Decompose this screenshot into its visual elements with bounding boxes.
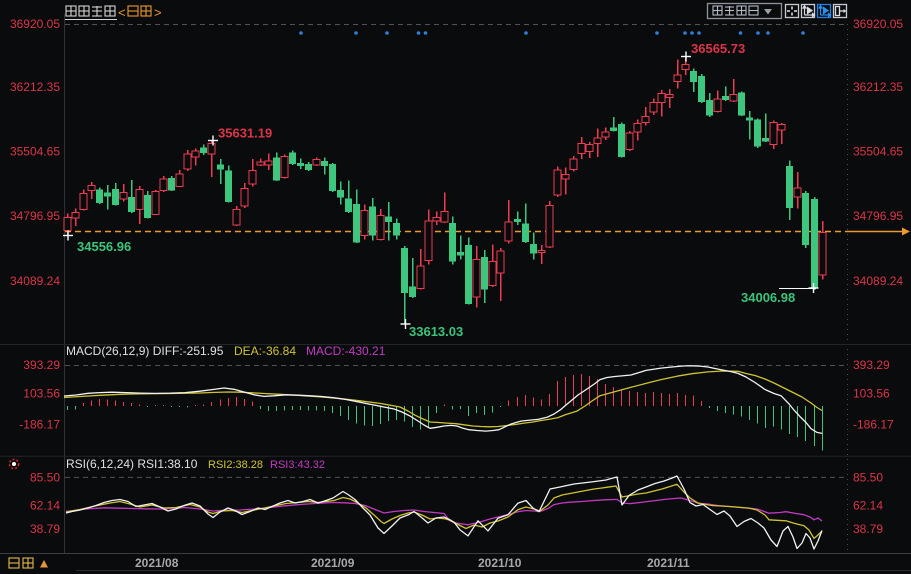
svg-text:34006.98: 34006.98 bbox=[741, 290, 795, 305]
svg-text:34796.95: 34796.95 bbox=[853, 209, 903, 223]
svg-text:2021/11: 2021/11 bbox=[647, 556, 690, 570]
svg-text:RSI(6,12,24) RSI1:38.10: RSI(6,12,24) RSI1:38.10 bbox=[66, 457, 198, 471]
svg-text:2021/10: 2021/10 bbox=[478, 556, 522, 570]
svg-text:393.29: 393.29 bbox=[23, 358, 60, 372]
svg-text:85.50: 85.50 bbox=[30, 471, 60, 485]
svg-text:RSI3:43.32: RSI3:43.32 bbox=[270, 459, 325, 471]
svg-text:35504.65: 35504.65 bbox=[853, 145, 903, 159]
svg-text:34089.24: 34089.24 bbox=[10, 274, 60, 288]
svg-text:36212.35: 36212.35 bbox=[853, 80, 903, 94]
svg-text:62.14: 62.14 bbox=[30, 499, 60, 513]
svg-text:34556.96: 34556.96 bbox=[77, 239, 131, 254]
svg-text:34796.95: 34796.95 bbox=[10, 209, 60, 223]
svg-text:103.56: 103.56 bbox=[853, 387, 890, 401]
svg-text:35631.19: 35631.19 bbox=[218, 126, 272, 141]
svg-text:36920.05: 36920.05 bbox=[10, 17, 60, 31]
svg-text:36920.05: 36920.05 bbox=[853, 17, 903, 31]
svg-text:DEA:-36.84: DEA:-36.84 bbox=[234, 344, 296, 358]
svg-text:-186.17: -186.17 bbox=[853, 417, 894, 431]
svg-text:85.50: 85.50 bbox=[853, 471, 883, 485]
svg-text:MACD:-430.21: MACD:-430.21 bbox=[306, 344, 386, 358]
svg-text:34089.24: 34089.24 bbox=[853, 274, 903, 288]
svg-text:393.29: 393.29 bbox=[853, 358, 890, 372]
svg-text:RSI2:38.28: RSI2:38.28 bbox=[208, 459, 263, 471]
svg-text:-186.17: -186.17 bbox=[19, 417, 60, 431]
svg-text:2021/09: 2021/09 bbox=[311, 556, 355, 570]
svg-text:2021/08: 2021/08 bbox=[135, 556, 179, 570]
svg-text:>: > bbox=[154, 5, 162, 20]
svg-text:36212.35: 36212.35 bbox=[10, 80, 60, 94]
svg-text:38.79: 38.79 bbox=[30, 522, 60, 536]
svg-text:<: < bbox=[118, 5, 126, 20]
svg-text:38.79: 38.79 bbox=[853, 522, 883, 536]
svg-text:36565.73: 36565.73 bbox=[691, 41, 745, 56]
svg-text:35504.65: 35504.65 bbox=[10, 145, 60, 159]
svg-text:33613.03: 33613.03 bbox=[409, 324, 463, 339]
svg-text:62.14: 62.14 bbox=[853, 499, 883, 513]
svg-text:MACD(26,12,9) DIFF:-251.95: MACD(26,12,9) DIFF:-251.95 bbox=[66, 344, 224, 358]
svg-text:103.56: 103.56 bbox=[23, 387, 60, 401]
